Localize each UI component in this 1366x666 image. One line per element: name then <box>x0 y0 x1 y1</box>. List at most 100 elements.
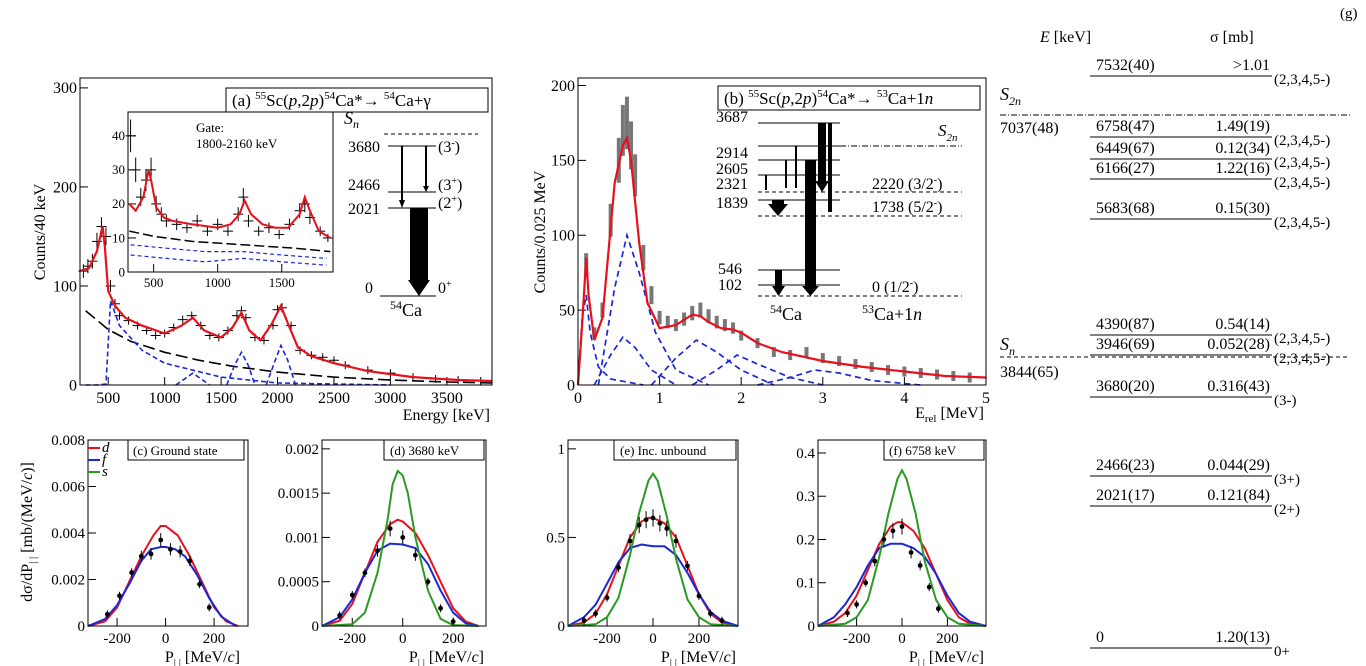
panel-e-data-point <box>581 618 587 624</box>
row-energy: 6166(27) <box>1096 160 1155 177</box>
b-x-tick-label: 3 <box>819 390 827 407</box>
a-y-tick-label: 300 <box>53 80 77 97</box>
panel-b-title-box <box>717 85 981 111</box>
panel-d-y-tick-label: 0.001 <box>285 530 319 546</box>
b-component-line <box>593 335 677 386</box>
row-jp: (2,3,4,5-) <box>1274 155 1330 171</box>
a-x-tick-label: 500 <box>96 390 120 407</box>
inset-gate-title: Gate: <box>196 120 224 135</box>
panel-d-data-point <box>337 612 343 618</box>
a-x-tick-label: 3000 <box>374 390 406 407</box>
inset-y-tick-label: 10 <box>112 230 125 245</box>
panel-e-xlabel: P| | [MeV/c] <box>661 649 736 666</box>
panel-c: -200 0 200 0 0.002 0.004 0.006 0.008 (c) Ground… <box>19 433 249 666</box>
panel-b-level-scheme: 3687 2914 S2n 2605 2321 1839 2220 (3/2-)… <box>716 109 962 324</box>
panel-f-y-tick-label: 0.1 <box>796 576 815 592</box>
b-data-point <box>657 310 662 325</box>
panel-d-data-point <box>349 592 355 598</box>
inset-frame <box>127 111 334 273</box>
row-energy: 2021(17) <box>1096 487 1155 504</box>
threshold-s2n: S2n <box>1000 84 1021 108</box>
panel-c-x-tick-label: 200 <box>203 631 226 647</box>
b-y-tick-label: 200 <box>551 78 575 95</box>
row-energy: 5683(68) <box>1096 200 1155 217</box>
panel-f-y-tick-label: 0.4 <box>796 446 815 462</box>
panel-f-data-point <box>845 610 850 616</box>
panel-d-x-tick-label: 0 <box>399 631 407 647</box>
level-a-3680: 3680 <box>348 139 380 156</box>
level-53-0: 0 (1/2-) <box>872 278 918 296</box>
panel-c-data-point <box>187 558 193 564</box>
row-sigma: >1.01 <box>1233 57 1270 74</box>
panel-c-y-tick-label: 0.008 <box>51 433 85 449</box>
b-data-point <box>620 104 625 156</box>
panel-d-y-tick-label: 0.002 <box>285 442 319 458</box>
panel-c-data-point <box>117 593 122 599</box>
row-sigma: 0.316(43) <box>1207 378 1270 395</box>
panel-f-data-point <box>872 558 878 564</box>
b-data-point <box>649 286 654 305</box>
panel-b-ylabel: Counts/0.025 MeV <box>532 170 549 293</box>
b-data-point <box>690 305 695 321</box>
panel-c-f-curve <box>87 546 237 627</box>
b-data-point <box>788 350 793 361</box>
b-component-line <box>577 294 644 386</box>
row-sigma: 1.49(19) <box>1215 118 1270 135</box>
panel-f-y-tick-label: 0.3 <box>796 489 815 505</box>
panel-c-data-point <box>138 553 144 559</box>
b-data-point <box>837 356 842 367</box>
b-data-point <box>641 244 646 271</box>
panel-b-xlabel: Erel [MeV] <box>915 405 984 425</box>
row-jp: (2,3,4,5-) <box>1274 351 1330 367</box>
panel-e-f-curve <box>567 543 739 627</box>
panel-f: -200 0 200 0 0.1 0.2 0.3 0.4 (f) 6758 keV P| | … <box>796 439 987 666</box>
panel-d-y-tick-label: 0 <box>312 619 320 635</box>
level-a-2466: 2466 <box>348 177 380 194</box>
panel-f-data-point <box>899 524 905 529</box>
panel-f-x-tick-label: -200 <box>843 631 871 647</box>
jp-a-2466: (3+) <box>438 176 462 194</box>
inset-x-tick-label: 1500 <box>269 275 295 290</box>
panel-e-y-tick-label: 0 <box>558 619 566 635</box>
row-sigma: 0.121(84) <box>1207 487 1270 504</box>
panel-e-data-point <box>664 526 670 531</box>
panel-f-data-point <box>890 528 896 534</box>
panel-f-d-curve <box>817 521 987 627</box>
b-data-point <box>698 302 703 318</box>
panel-e-s-curve <box>567 471 739 627</box>
inset-fit-line <box>128 169 331 239</box>
panel-e-x-tick-label: -200 <box>593 631 621 647</box>
row-energy: 3946(69) <box>1096 336 1155 353</box>
panel-d-data-point <box>375 548 380 554</box>
level-b-3687: 3687 <box>716 109 748 126</box>
panel-d-data-point <box>387 526 393 531</box>
b-y-tick-label: 150 <box>551 153 575 170</box>
row-jp: (2,3,4,5-) <box>1274 215 1330 231</box>
a-y-tick-label: 0 <box>69 377 77 394</box>
panel-e-y-tick-label: 0.5 <box>546 530 565 546</box>
b-y-tick-label: 50 <box>559 302 575 319</box>
a-background-line <box>85 310 493 384</box>
level-b-2321: 2321 <box>716 176 748 193</box>
b-component-line <box>691 354 823 386</box>
a-x-tick-label: 2000 <box>262 390 294 407</box>
panel-d-y-tick-label: 0.0005 <box>278 575 319 591</box>
panel-e-d-curve <box>567 516 739 627</box>
level-a-0: 0 <box>365 280 373 297</box>
panel-e-data-point <box>643 517 649 523</box>
a-y-tick-label: 100 <box>53 278 77 295</box>
panel-c-data-point <box>177 549 183 554</box>
panel-c-x-tick-label: -200 <box>103 631 131 647</box>
panel-d: -200 0 200 0 0.0005 0.001 0.0015 0.002 (d) 3680… <box>278 439 487 666</box>
panel-f-data-point <box>881 537 887 542</box>
panel-c-data-point <box>206 605 212 610</box>
panel-c-data-point <box>158 537 164 543</box>
a-component-line <box>175 372 211 386</box>
b-fit-line <box>576 134 987 386</box>
panel-f-xlabel: P| | [MeV/c] <box>909 649 984 666</box>
row-sigma: 0.54(14) <box>1215 316 1270 333</box>
b-data-point <box>624 96 629 150</box>
panel-e-data-point <box>636 522 642 528</box>
